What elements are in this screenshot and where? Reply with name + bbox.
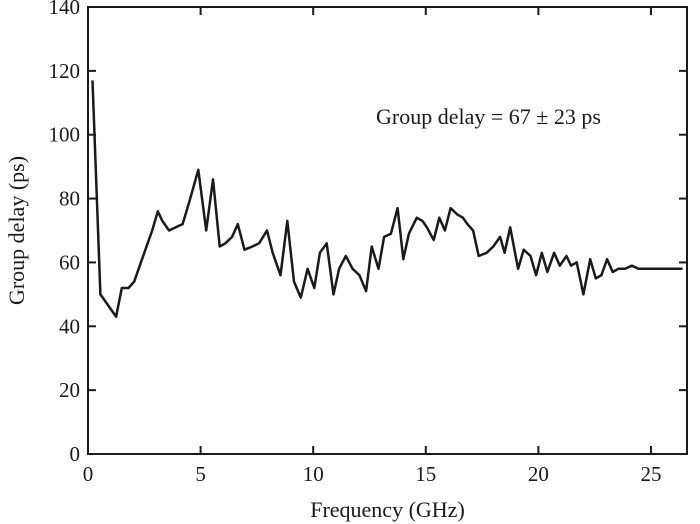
- x-tick-label: 15: [415, 462, 436, 486]
- x-tick-label: 25: [640, 462, 661, 486]
- y-tick-label: 20: [59, 378, 80, 402]
- x-axis: 0 5 10 15 20 25: [83, 7, 661, 486]
- y-tick-label: 100: [49, 123, 81, 147]
- y-tick-label: 40: [59, 314, 80, 338]
- y-tick-label: 80: [59, 187, 80, 211]
- x-tick-label: 0: [83, 462, 94, 486]
- x-tick-label: 10: [303, 462, 324, 486]
- x-tick-label: 5: [195, 462, 206, 486]
- y-tick-label: 60: [59, 250, 80, 274]
- group-delay-series-line: [91, 80, 683, 318]
- y-tick-label: 0: [70, 442, 81, 466]
- y-axis-label: Group delay (ps): [4, 156, 29, 305]
- x-axis-label: Frequency (GHz): [310, 497, 465, 522]
- y-axis: 0 20 40 60 80 100 120 140: [49, 0, 687, 466]
- plot-frame: [87, 6, 688, 455]
- x-tick-label: 20: [528, 462, 549, 486]
- y-tick-label: 140: [49, 0, 81, 19]
- chart-annotation: Group delay = 67 ± 23 ps: [376, 104, 601, 129]
- y-tick-label: 120: [49, 59, 81, 83]
